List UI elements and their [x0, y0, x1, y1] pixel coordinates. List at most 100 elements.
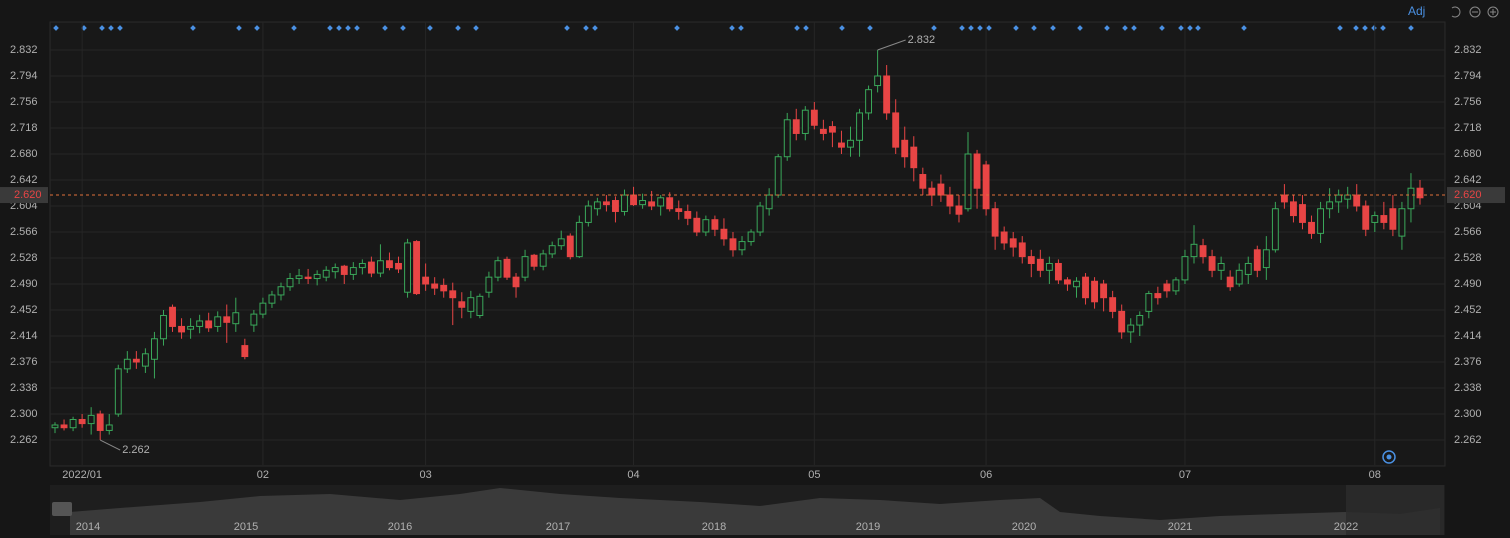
y2-tick-label: 2.566 — [1454, 226, 1482, 238]
event-marker — [354, 25, 360, 31]
candle-body — [955, 205, 963, 215]
candle-body — [548, 245, 556, 255]
candle-body — [1054, 262, 1062, 281]
candle-body — [901, 139, 909, 158]
candle-body — [1100, 283, 1108, 299]
undo-icon[interactable] — [1451, 6, 1461, 18]
y-tick-label: 2.718 — [10, 122, 38, 134]
event-marker — [1013, 25, 1019, 31]
x-tick-label: 04 — [627, 469, 639, 481]
zoom-out-icon[interactable] — [1469, 6, 1481, 18]
navigator-label: 2014 — [76, 521, 100, 533]
candle-body — [1145, 293, 1153, 312]
y-tick-label: 2.452 — [10, 304, 38, 316]
event-marker — [345, 25, 351, 31]
candle-body — [521, 256, 529, 278]
candle-body — [774, 156, 782, 196]
event-marker — [1362, 25, 1368, 31]
candle-body — [51, 424, 59, 429]
candle-body — [1127, 324, 1135, 333]
candle-body — [801, 109, 809, 134]
event-marker — [1031, 25, 1037, 31]
candle-body — [1199, 245, 1207, 258]
event-markers — [53, 25, 1414, 31]
x-tick-label: 2022/01 — [62, 469, 102, 481]
candle-body — [1244, 262, 1252, 275]
candle-body — [874, 75, 882, 87]
event-marker — [1195, 25, 1201, 31]
candle-body — [250, 313, 258, 326]
navigator-label: 2022 — [1334, 521, 1358, 533]
event-marker — [1337, 25, 1343, 31]
candle-body — [1118, 310, 1126, 333]
target-icon[interactable] — [1382, 450, 1396, 464]
candle-body — [838, 142, 845, 148]
candle-body — [96, 413, 104, 431]
event-marker — [1187, 25, 1193, 31]
zoom-in-icon[interactable] — [1487, 6, 1499, 18]
candle-body — [1000, 231, 1008, 244]
candle-body — [729, 238, 737, 251]
y-tick-label: 2.680 — [10, 148, 38, 160]
candle-body — [268, 294, 276, 304]
candle-body — [1344, 194, 1352, 200]
candle-body — [178, 325, 185, 333]
candle-body — [1109, 297, 1117, 312]
toolbar-icons — [1451, 6, 1499, 18]
candle-body — [114, 368, 122, 415]
candle-body — [232, 312, 240, 325]
y-tick-label: 2.756 — [10, 96, 38, 108]
event-marker — [1178, 25, 1184, 31]
candle-body — [277, 286, 285, 296]
y2-tick-label: 2.718 — [1454, 122, 1482, 134]
candle-body — [286, 278, 294, 288]
candle-body — [792, 119, 800, 134]
candle-body — [1027, 256, 1035, 264]
y2-tick-label: 2.490 — [1454, 278, 1482, 290]
navigator-handle[interactable] — [52, 502, 72, 516]
event-marker — [564, 25, 570, 31]
candle-body — [322, 269, 330, 278]
event-marker — [336, 25, 342, 31]
event-marker — [738, 25, 744, 31]
candle-body — [241, 345, 249, 358]
candle-body — [621, 194, 628, 212]
candle-body — [639, 200, 647, 206]
candle-body — [1416, 187, 1424, 199]
event-marker — [803, 25, 809, 31]
adj-button[interactable]: Adj — [1408, 4, 1425, 18]
navigator — [50, 485, 1445, 535]
candle-body — [431, 283, 439, 289]
candle-body — [584, 205, 592, 223]
candle-body — [765, 194, 773, 210]
candle-body — [1217, 262, 1225, 271]
candle-body — [340, 265, 348, 275]
event-marker — [986, 25, 992, 31]
candle-body — [223, 316, 231, 323]
candle-body — [1362, 205, 1370, 230]
candle-body — [593, 201, 601, 210]
candle-body — [349, 267, 357, 275]
event-marker — [236, 25, 242, 31]
navigator-area — [70, 488, 1440, 535]
candle-body — [630, 194, 637, 206]
x-tick-label: 06 — [980, 469, 992, 481]
navigator-window[interactable] — [1346, 485, 1444, 535]
candle-body — [1335, 194, 1343, 203]
navigator-label: 2015 — [234, 521, 258, 533]
candle-body — [1280, 194, 1288, 203]
candle-body — [214, 316, 222, 327]
y-tick-label: 2.642 — [10, 174, 38, 186]
max-pointer — [877, 39, 906, 51]
candle-body — [1064, 279, 1071, 285]
candle-body — [331, 267, 339, 273]
candle-body — [892, 112, 900, 148]
min-pointer — [99, 439, 121, 451]
candle-body — [1299, 204, 1306, 223]
candle-body — [946, 194, 954, 207]
y-tick-label: 2.566 — [10, 226, 38, 238]
event-marker — [427, 25, 433, 31]
candle-body — [141, 353, 149, 367]
event-marker — [674, 25, 680, 31]
